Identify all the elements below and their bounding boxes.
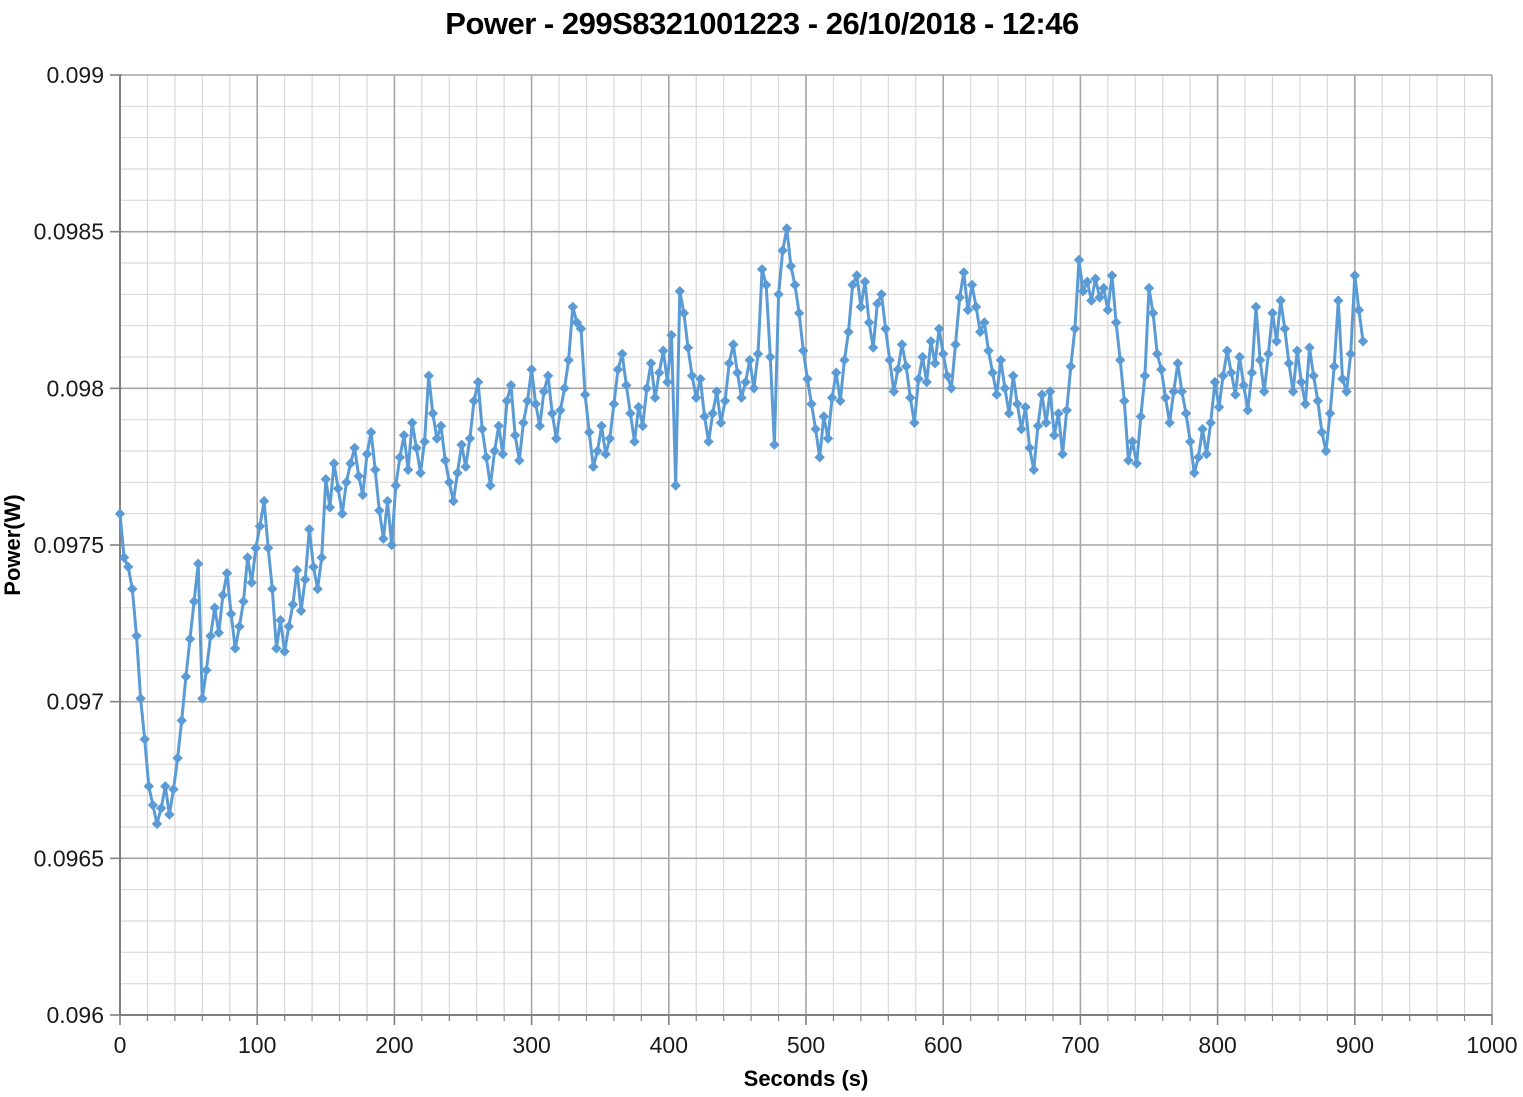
x-tick-label: 600 [924, 1032, 962, 1058]
x-tick-label: 1000 [1466, 1032, 1517, 1058]
x-tick-labels: 0 100 200 300 400 500 600 700 800 900 1000 [114, 1032, 1518, 1058]
x-tick-label: 300 [512, 1032, 550, 1058]
x-tick-label: 900 [1336, 1032, 1374, 1058]
series-line [118, 227, 1365, 826]
y-tick-label: 0.0975 [34, 532, 104, 558]
x-tick-label: 100 [238, 1032, 276, 1058]
x-tick-label: 200 [375, 1032, 413, 1058]
y-axis-title: Power(W) [0, 494, 25, 595]
tick-marks [110, 74, 1493, 1025]
y-tick-label: 0.097 [46, 689, 104, 715]
x-tick-label: 700 [1061, 1032, 1099, 1058]
y-tick-labels: 0.096 0.0965 0.097 0.0975 0.098 0.0985 0.099 [34, 62, 104, 1028]
chart-title: Power - 299S8321001223 - 26/10/2018 - 12… [445, 6, 1079, 41]
x-tick-label: 500 [787, 1032, 825, 1058]
series-markers [114, 223, 1369, 830]
grid-major-lines [119, 74, 1493, 1016]
x-tick-label: 400 [650, 1032, 688, 1058]
x-axis-title: Seconds (s) [744, 1066, 869, 1091]
y-tick-label: 0.099 [46, 62, 104, 88]
y-tick-label: 0.096 [46, 1002, 104, 1028]
y-tick-label: 0.098 [46, 375, 104, 401]
y-tick-label: 0.0965 [34, 845, 104, 871]
data-series [114, 223, 1369, 830]
y-tick-label: 0.0985 [34, 219, 104, 245]
x-tick-label: 800 [1198, 1032, 1236, 1058]
x-tick-label: 0 [114, 1032, 127, 1058]
